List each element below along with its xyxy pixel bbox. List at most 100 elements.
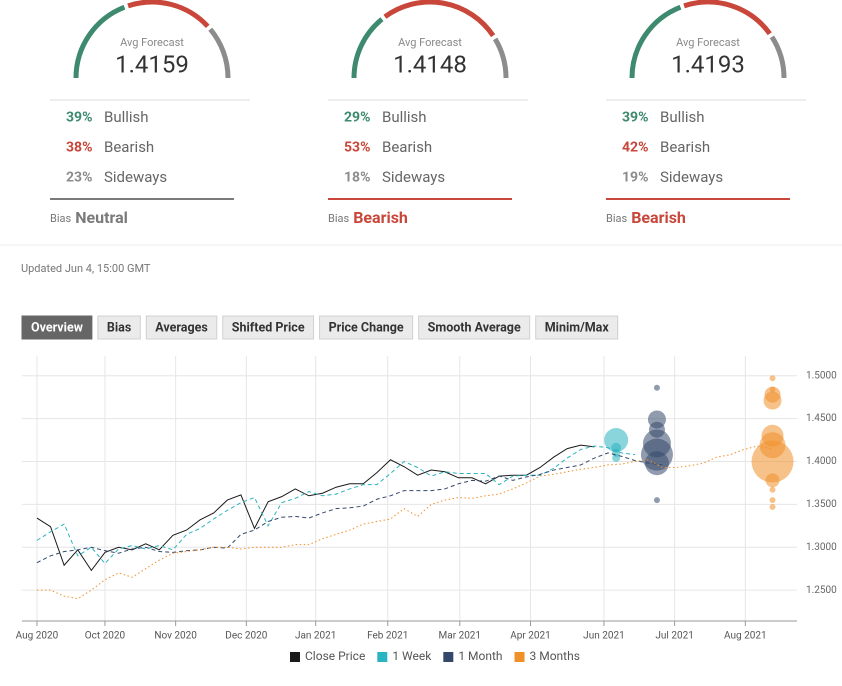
x-tick-label: Apr 2021 — [510, 631, 551, 642]
bias-value: Neutral — [75, 208, 128, 227]
tab[interactable]: Bias — [97, 315, 141, 340]
legend-label[interactable]: 3 Months — [530, 649, 580, 663]
avg-forecast: 1.4193 — [671, 50, 745, 78]
y-tick-label: 1.3500 — [806, 499, 837, 510]
forecast-bubble — [769, 486, 776, 493]
share-label: 39% — [66, 110, 92, 126]
tab-label[interactable]: Price Change — [329, 320, 404, 335]
forecast-bubble — [751, 440, 794, 483]
y-tick-label: 1.4500 — [806, 413, 837, 424]
legend-swatch[interactable] — [443, 652, 454, 662]
share-label: 29% — [344, 110, 370, 126]
sentiment-name: Bearish — [104, 138, 154, 156]
gauge-arc — [127, 0, 210, 29]
share-label: 39% — [622, 110, 648, 126]
gauge-arc — [769, 35, 787, 79]
tab-background[interactable] — [97, 315, 141, 340]
forecast-bubble — [653, 384, 660, 391]
tab-background[interactable] — [21, 315, 93, 340]
gauge-arc — [208, 27, 231, 79]
tab-background[interactable] — [418, 315, 531, 340]
x-tick-label: Dec 2020 — [225, 631, 267, 642]
legend-item[interactable]: Close Price — [290, 649, 365, 663]
gauge-arc — [683, 0, 772, 36]
sentiment-name: Sideways — [104, 168, 167, 186]
series-line — [36, 445, 636, 565]
sentiment-name: Bearish — [382, 138, 432, 156]
x-tick-label: Aug 2021 — [724, 631, 767, 642]
gauge-arc — [351, 17, 384, 79]
avg-forecast: 1.4148 — [393, 50, 467, 78]
tab-background[interactable] — [222, 315, 315, 340]
forecast-bubble — [653, 497, 660, 504]
tab-label[interactable]: Smooth Average — [428, 320, 521, 335]
share-label: 19% — [622, 170, 648, 186]
updated-note: Updated Jun 4, 15:00 GMT — [21, 262, 151, 275]
y-tick-label: 1.5000 — [806, 370, 837, 381]
share-label: 53% — [344, 140, 370, 156]
forecast-bubble — [644, 451, 669, 476]
legend-swatch[interactable] — [514, 652, 525, 662]
sentiment-name: Bullish — [104, 108, 149, 126]
x-tick-label: Oct 2020 — [85, 631, 126, 642]
legend-label[interactable]: 1 Week — [392, 649, 432, 663]
share-label: 38% — [66, 140, 92, 156]
bias: Bias Neutral — [50, 208, 128, 227]
tab[interactable]: Shifted Price — [222, 315, 315, 340]
x-tick-label: Jun 2021 — [583, 631, 625, 642]
tab[interactable]: Smooth Average — [418, 315, 531, 340]
legend-label[interactable]: 1 Month — [458, 649, 502, 663]
x-tick-label: Mar 2021 — [439, 631, 482, 642]
bias: Bias Bearish — [606, 208, 686, 227]
gauge-heading: Avg Forecast — [676, 36, 740, 49]
bias-label: Bias — [50, 212, 72, 225]
bias-label: Bias — [328, 212, 350, 225]
series-line — [36, 445, 772, 600]
forecast-bubble — [769, 497, 776, 504]
bias-label: Bias — [606, 212, 628, 225]
x-tick-label: Nov 2020 — [154, 631, 197, 642]
tab[interactable]: Averages — [145, 315, 218, 340]
legend-swatch[interactable] — [290, 652, 300, 662]
gauge-arc — [73, 4, 126, 79]
forecast-bubble — [763, 391, 782, 410]
share-label: 42% — [622, 140, 648, 156]
y-tick-label: 1.2500 — [806, 585, 837, 596]
sentiment-name: Bearish — [660, 138, 710, 156]
y-tick-label: 1.4000 — [806, 456, 837, 467]
share-label: 18% — [344, 170, 370, 186]
avg-forecast: 1.4159 — [115, 50, 189, 78]
tab-background[interactable] — [319, 315, 414, 340]
bias-value: Bearish — [353, 208, 408, 227]
tab-label[interactable]: Averages — [155, 320, 207, 335]
x-tick-label: Feb 2021 — [367, 631, 408, 642]
tab-label[interactable]: Bias — [107, 320, 131, 335]
tab-background[interactable] — [535, 315, 619, 340]
tab[interactable]: Minim/Max — [535, 315, 619, 340]
tab[interactable]: Overview — [21, 315, 93, 340]
forecast-bubble — [769, 375, 776, 382]
x-tick-label: Jan 2021 — [295, 631, 336, 642]
tab-label[interactable]: Overview — [31, 320, 83, 335]
gauge-heading: Avg Forecast — [398, 36, 462, 49]
bias-value: Bearish — [631, 208, 686, 227]
share-label: 23% — [66, 170, 92, 186]
tab[interactable]: Price Change — [319, 315, 414, 340]
forecast-bubble — [604, 428, 629, 453]
forecast-bubble — [769, 503, 776, 510]
series-line — [36, 444, 595, 572]
sentiment-name: Bullish — [382, 108, 427, 126]
tab-label[interactable]: Shifted Price — [232, 320, 305, 335]
legend-item[interactable]: 1 Week — [377, 649, 432, 663]
y-tick-label: 1.3000 — [806, 542, 837, 553]
x-tick-label: Aug 2020 — [16, 631, 59, 642]
legend-item[interactable]: 3 Months — [514, 649, 580, 663]
legend-label[interactable]: Close Price — [305, 649, 365, 663]
tab-label[interactable]: Minim/Max — [545, 320, 610, 335]
gauge-heading: Avg Forecast — [120, 36, 184, 49]
legend-item[interactable]: 1 Month — [443, 649, 503, 663]
tab-background[interactable] — [145, 315, 218, 340]
legend-swatch[interactable] — [377, 652, 388, 662]
